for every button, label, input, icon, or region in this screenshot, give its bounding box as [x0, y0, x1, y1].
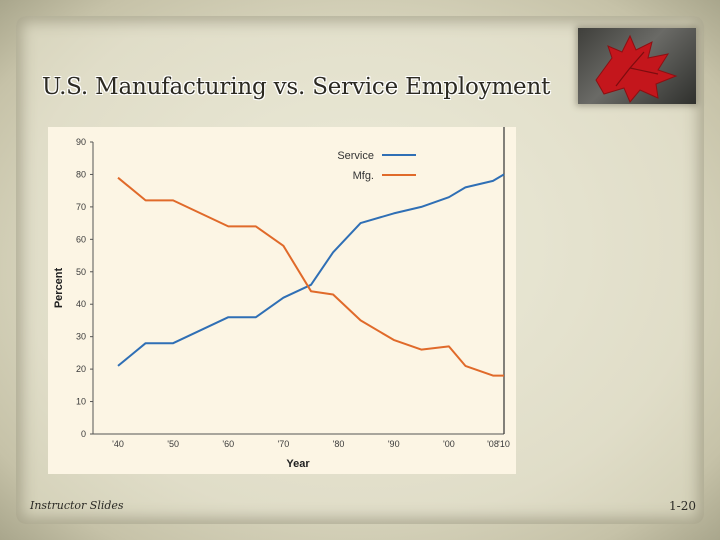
x-tick-label: '50	[167, 439, 179, 449]
y-axis-ticks: 0 10 20 30 40 50 60 70 80 90	[76, 137, 93, 439]
footer-label: Instructor Slides	[30, 499, 124, 512]
y-tick-label: 20	[76, 364, 86, 374]
x-tick-label: '00	[443, 439, 455, 449]
y-tick-label: 70	[76, 202, 86, 212]
chart-panel: 0 10 20 30 40 50 60 70 80 90 '40 '50 '60 '70 '80 '90 '0…	[48, 127, 516, 474]
series-line-mfg	[117, 176, 504, 377]
series-lines	[117, 173, 505, 377]
slide-title: U.S. Manufacturing vs. Service Employmen…	[42, 74, 551, 100]
employment-line-chart: 0 10 20 30 40 50 60 70 80 90 '40 '50 '60 '70 '80 '90 '0…	[53, 127, 510, 470]
y-tick-label: 60	[76, 234, 86, 244]
y-tick-label: 40	[76, 299, 86, 309]
maple-leaf-image	[578, 28, 696, 104]
y-tick-label: 10	[76, 397, 86, 407]
slide-number: 1-20	[669, 499, 696, 513]
series-line-service	[117, 173, 505, 367]
y-axis-title: Percent	[53, 267, 65, 308]
x-axis-ticks: '40 '50 '60 '70 '80 '90 '00 '08'10	[112, 439, 510, 449]
y-tick-label: 50	[76, 267, 86, 277]
x-tick-label: '60	[222, 439, 234, 449]
legend: Service Mfg.	[337, 150, 416, 182]
legend-label-service: Service	[337, 150, 374, 162]
y-tick-label: 0	[81, 429, 86, 439]
y-tick-label: 90	[76, 137, 86, 147]
x-tick-label: '08	[487, 439, 499, 449]
x-tick-label: '90	[388, 439, 400, 449]
y-tick-label: 30	[76, 332, 86, 342]
x-tick-label: '10	[498, 439, 510, 449]
x-tick-label: '40	[112, 439, 124, 449]
x-tick-label: '80	[333, 439, 345, 449]
x-axis-title: Year	[286, 458, 310, 470]
x-tick-label: '70	[278, 439, 290, 449]
legend-label-mfg: Mfg.	[353, 170, 374, 182]
y-tick-label: 80	[76, 169, 86, 179]
